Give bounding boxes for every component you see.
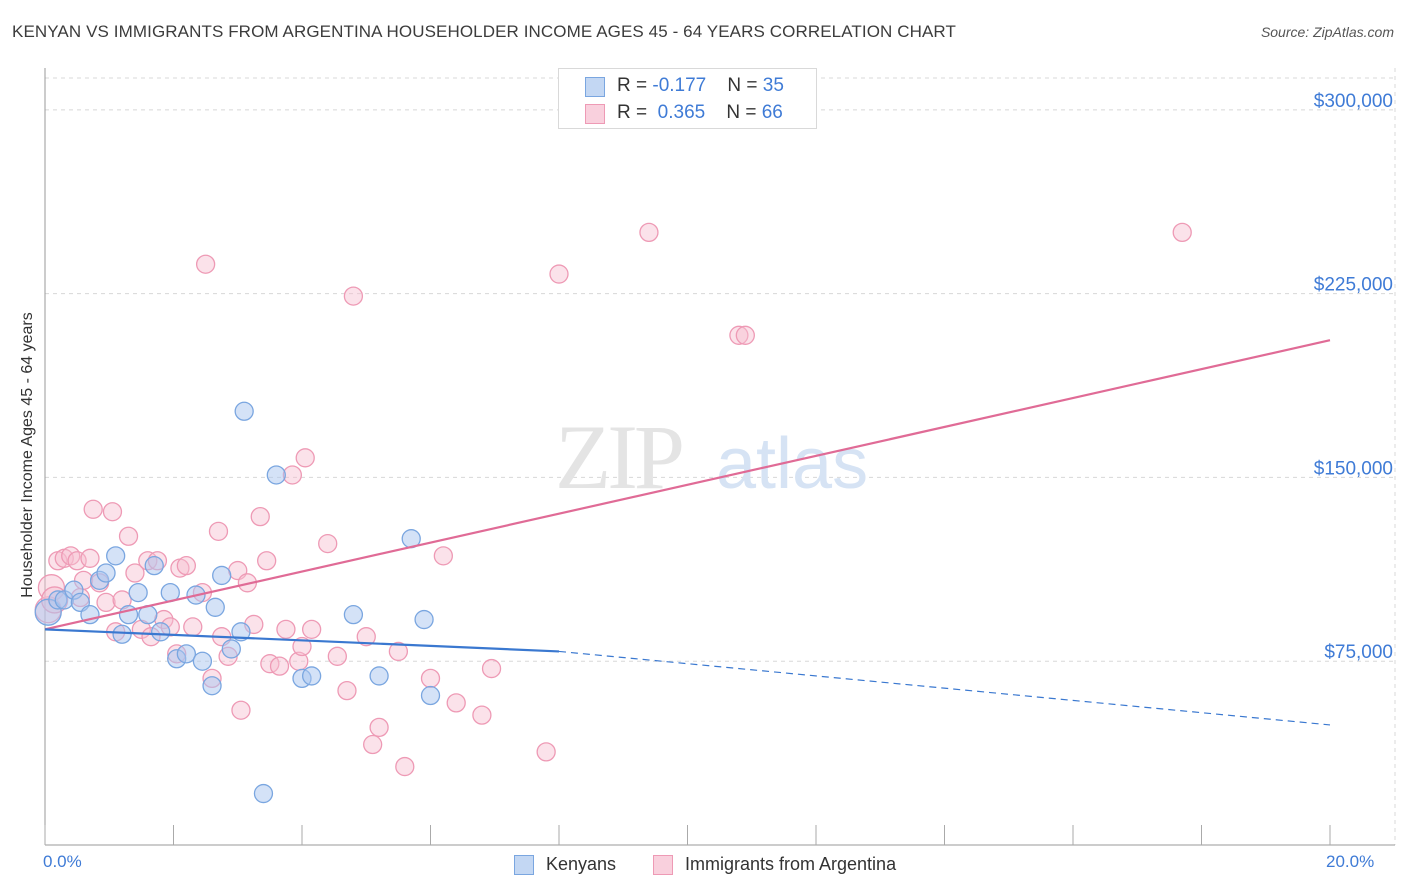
- kenyan-point: [144, 555, 164, 576]
- trendline-kenyans: [44, 628, 560, 653]
- argentina-point: [183, 617, 203, 637]
- argentina-point: [729, 325, 749, 345]
- kenyan-point: [205, 597, 225, 617]
- y-tick-label-1: $150,000: [1314, 458, 1393, 479]
- kenyan-point: [253, 783, 274, 804]
- argentina-point: [83, 499, 103, 519]
- argentina-point: [363, 734, 383, 755]
- argentina-point: [102, 502, 123, 522]
- legend-r-label: R =: [617, 102, 653, 123]
- legend-swatch-argentina: [585, 104, 605, 124]
- legend-swatch-kenyans: [514, 855, 534, 875]
- y-tick-labels: $75,000 $150,000 $225,000 $300,000: [1314, 91, 1393, 663]
- legend-n-label: N =: [727, 75, 763, 96]
- argentina-point: [356, 627, 376, 647]
- argentina-point: [318, 533, 338, 554]
- kenyan-point: [266, 465, 286, 485]
- argentina-point: [481, 658, 502, 679]
- kenyan-point: [202, 676, 222, 696]
- kenyan-point: [414, 609, 434, 630]
- series-legend: Kenyans Immigrants from Argentina: [0, 850, 1406, 880]
- argentina-point: [301, 619, 322, 640]
- axes: [44, 68, 1395, 846]
- legend-r-value-argentina: 0.365: [657, 102, 706, 123]
- argentina-point: [1172, 222, 1192, 243]
- trendlines: [44, 339, 1331, 726]
- argentina-point: [282, 465, 303, 485]
- y-axis-label: Householder Income Ages 45 - 64 years: [19, 312, 36, 598]
- trendline-argentina: [44, 339, 1331, 631]
- legend-label-kenyans: Kenyans: [546, 854, 617, 874]
- kenyan-point: [192, 651, 213, 671]
- kenyan-point: [96, 563, 116, 583]
- watermark-zip: ZIP: [555, 406, 682, 508]
- kenyan-point: [234, 401, 254, 421]
- y-tick-label-2: $225,000: [1314, 275, 1393, 296]
- chart-title: KENYAN VS IMMIGRANTS FROM ARGENTINA HOUS…: [12, 22, 956, 41]
- y-tick-label-3: $300,000: [1314, 91, 1393, 112]
- kenyan-point: [420, 685, 441, 706]
- argentina-point: [388, 641, 409, 662]
- legend-swatch-kenyans: [585, 77, 605, 97]
- legend-n-label: N =: [726, 102, 762, 123]
- kenyan-point: [112, 624, 132, 644]
- argentina-point: [231, 700, 251, 720]
- argentina-point: [250, 506, 270, 527]
- kenyan-point: [212, 565, 232, 586]
- legend-r-value-kenyans: -0.177: [652, 75, 707, 96]
- argentina-point: [472, 705, 492, 725]
- argentina-point: [639, 222, 659, 243]
- kenyan-point: [231, 622, 251, 642]
- legend-swatch-argentina: [653, 855, 673, 875]
- x-max-label: 20.0%: [1326, 852, 1375, 871]
- argentina-point: [420, 668, 441, 689]
- argentina-point: [118, 526, 139, 546]
- kenyan-point: [150, 622, 171, 642]
- argentina-point: [80, 548, 100, 568]
- argentina-point: [125, 563, 145, 583]
- kenyan-point: [128, 582, 148, 603]
- argentina-point: [337, 680, 357, 701]
- series-kenyan-points: [34, 401, 441, 804]
- argentina-point: [369, 717, 389, 738]
- kenyan-point: [343, 605, 364, 625]
- argentina-point: [395, 756, 415, 777]
- argentina-point: [208, 521, 229, 541]
- trendline-kenyans-extension: [558, 650, 1331, 726]
- argentina-point: [276, 619, 296, 640]
- argentina-point: [295, 448, 315, 468]
- argentina-point: [195, 254, 216, 274]
- argentina-point: [549, 264, 569, 284]
- y-tick-label-0: $75,000: [1324, 642, 1393, 663]
- argentina-point: [327, 646, 347, 666]
- argentina-point: [176, 555, 197, 576]
- watermark: ZIP atlas: [555, 406, 868, 508]
- argentina-point: [433, 546, 454, 566]
- source-credit: Source: ZipAtlas.com: [1260, 24, 1394, 40]
- legend-n-value-argentina: 66: [761, 102, 783, 123]
- kenyan-point: [106, 546, 126, 566]
- kenyan-point: [301, 666, 322, 686]
- legend-label-argentina: Immigrants from Argentina: [685, 854, 897, 874]
- watermark-atlas: atlas: [716, 424, 868, 504]
- kenyan-point: [369, 666, 389, 686]
- argentina-point: [446, 693, 466, 713]
- argentina-point: [257, 551, 277, 571]
- argentina-point: [269, 656, 290, 676]
- legend-n-value-kenyans: 35: [762, 75, 784, 96]
- kenyan-point: [221, 639, 241, 659]
- argentina-point: [292, 636, 312, 657]
- argentina-point: [735, 325, 755, 345]
- kenyan-point: [176, 644, 197, 664]
- argentina-point: [536, 742, 556, 762]
- argentina-point: [96, 592, 116, 613]
- argentina-point: [343, 286, 364, 306]
- correlation-legend: R = -0.177 N = 35 R = 0.365 N = 66: [558, 68, 817, 129]
- legend-r-label: R =: [617, 75, 653, 96]
- x-min-label: 0.0%: [43, 852, 82, 871]
